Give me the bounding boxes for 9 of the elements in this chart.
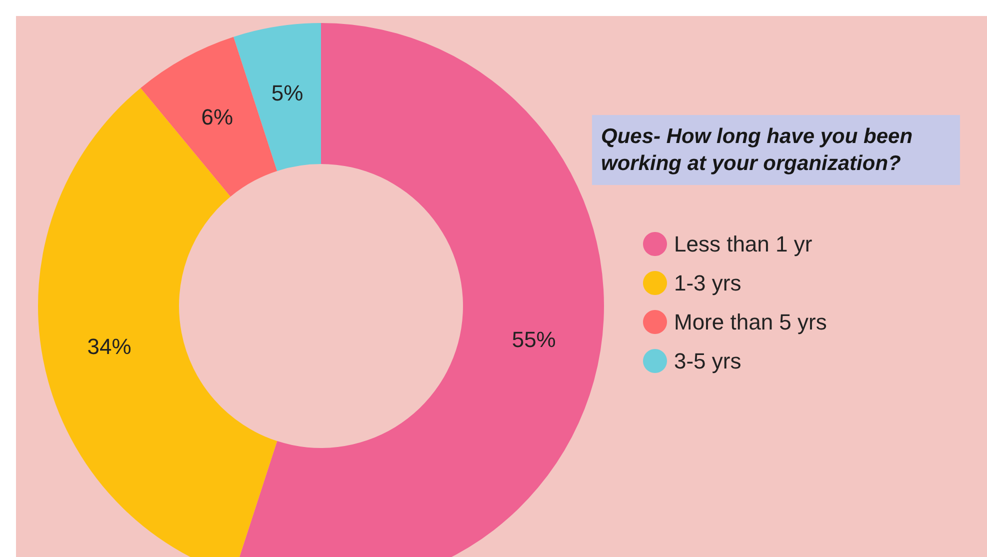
data-label: 55% <box>512 327 556 352</box>
data-label: 6% <box>201 104 234 130</box>
data-label: 34% <box>87 334 132 359</box>
data-label: 5% <box>271 80 304 106</box>
text: Ques- How long have you been working at your organization? <box>601 125 918 175</box>
legend-label: Less than 1 yr <box>674 232 812 256</box>
legend-label: 3-5 yrs <box>674 348 742 374</box>
legend-label: 1-3 yrs <box>674 270 742 296</box>
legend-label: More than 5 yrs <box>674 310 827 334</box>
